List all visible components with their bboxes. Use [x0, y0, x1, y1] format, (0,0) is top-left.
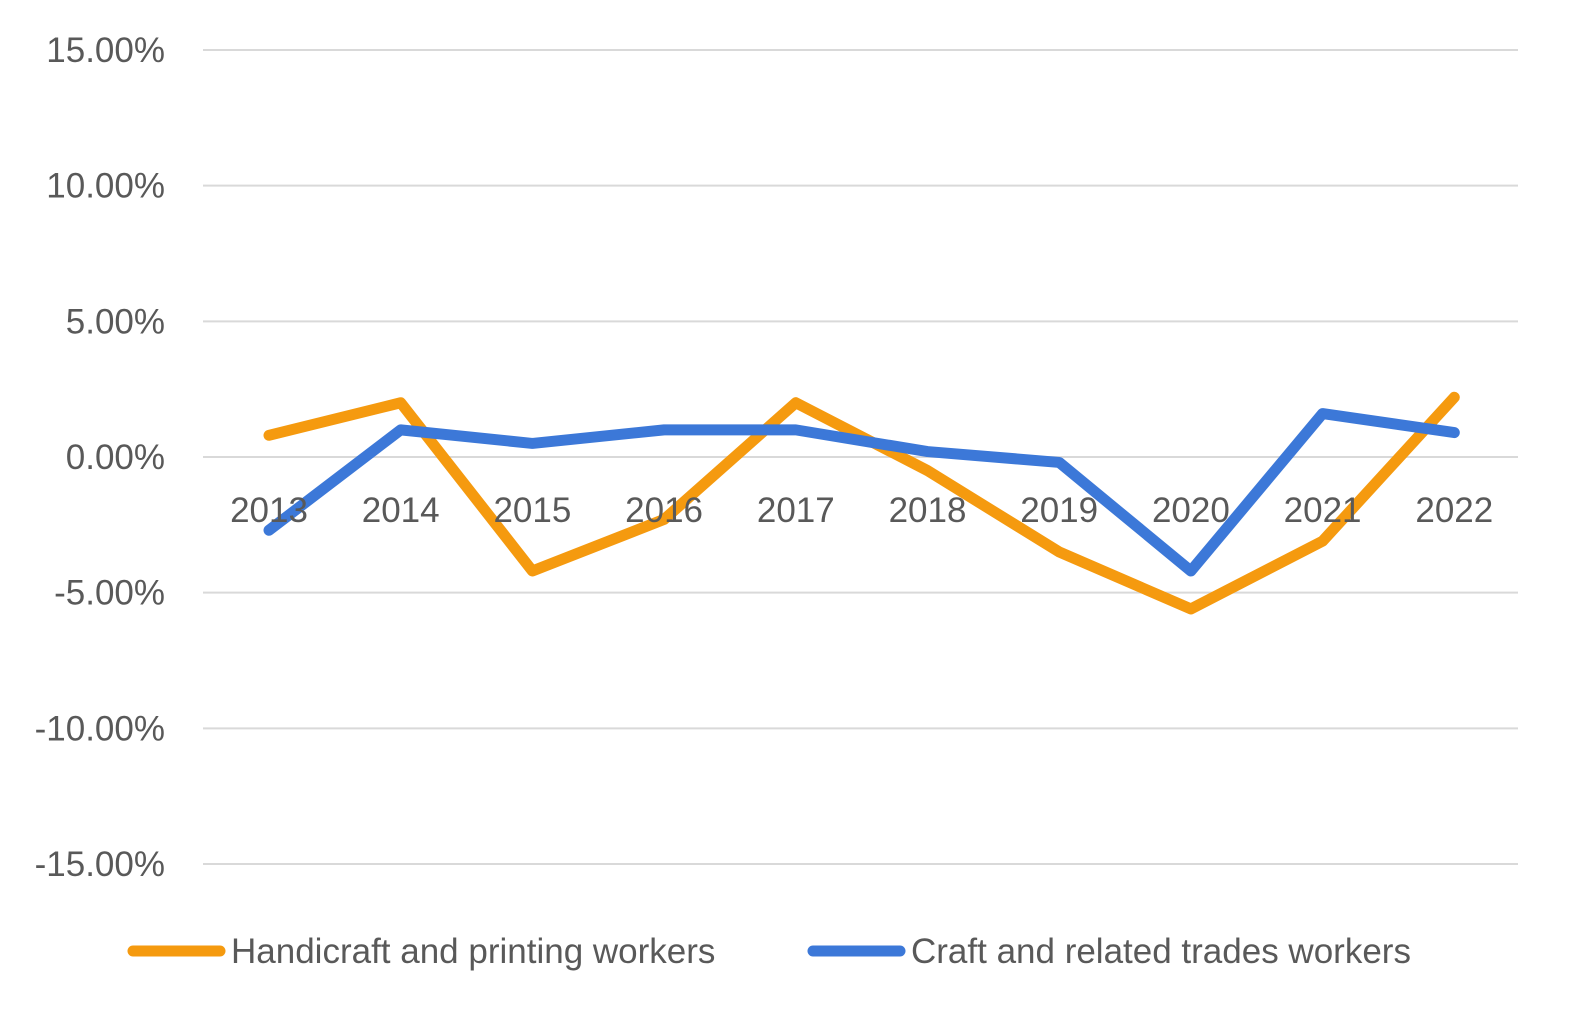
legend: Handicraft and printing workers Craft and…: [127, 932, 1411, 971]
x-tick-label: 2018: [889, 491, 967, 530]
y-tick-label: 10.00%: [46, 167, 165, 206]
series-line-2: [263, 408, 1460, 577]
x-tick-label: 2021: [1284, 491, 1362, 530]
x-tick-label: 2019: [1020, 491, 1098, 530]
x-tick-label: 2015: [493, 491, 571, 530]
series-lines: [263, 391, 1460, 615]
y-tick-label: -15.00%: [35, 845, 165, 884]
legend-label-1: Handicraft and printing workers: [231, 932, 715, 971]
y-tick-label: 5.00%: [66, 302, 165, 341]
series-line-1: [263, 391, 1460, 615]
y-tick-label: -5.00%: [54, 574, 165, 613]
y-tick-label: 15.00%: [46, 31, 165, 70]
legend-label-2: Craft and related trades workers: [911, 932, 1411, 971]
y-tick-label: 0.00%: [66, 438, 165, 477]
x-tick-label: 2017: [757, 491, 835, 530]
x-tick-label: 2014: [362, 491, 440, 530]
gridlines: [203, 49, 1518, 865]
x-tick-label: 2016: [625, 491, 703, 530]
y-axis-tick-labels: 15.00% 10.00% 5.00% 0.00% -5.00% -10.00% -15.0…: [35, 31, 165, 884]
x-tick-label: 2022: [1415, 491, 1493, 530]
y-tick-label: -10.00%: [35, 709, 165, 748]
x-tick-label: 2020: [1152, 491, 1230, 530]
x-tick-label: 2013: [230, 491, 308, 530]
x-axis-tick-labels: 2013 2014 2015 2016 2017 2018 2019 2020 2021 2022: [230, 491, 1493, 530]
